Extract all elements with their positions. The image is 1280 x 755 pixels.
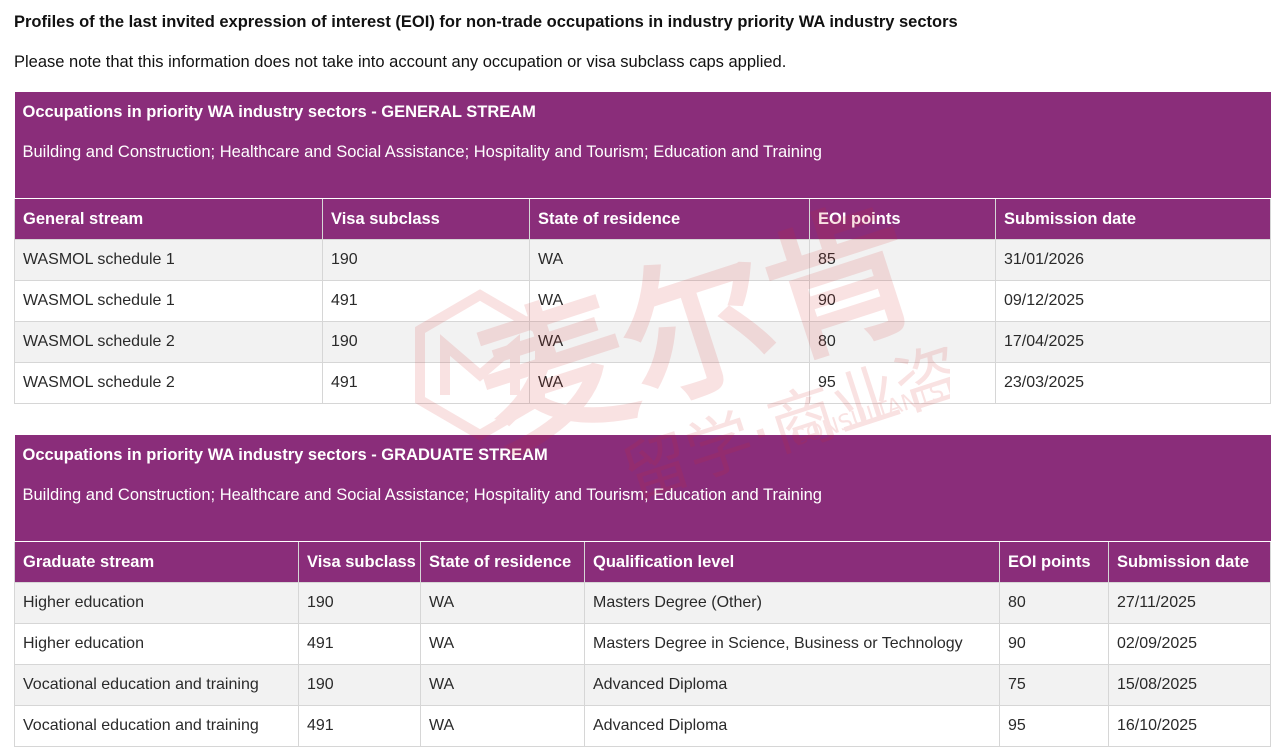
table-cell: 491 (298, 705, 421, 747)
table-cell: WA (529, 239, 810, 281)
table-cell: WA (529, 362, 810, 404)
table-cell: 190 (322, 239, 530, 281)
table-cell: Masters Degree (Other) (584, 582, 1000, 624)
column-header: EOI points (999, 541, 1109, 583)
table-cell: 491 (298, 623, 421, 665)
table-cell: 02/09/2025 (1107, 623, 1272, 665)
table-cell: WASMOL schedule 1 (14, 239, 323, 281)
table-cell: 190 (298, 664, 421, 706)
table-cell: WASMOL schedule 2 (14, 321, 323, 363)
column-header: State of residence (529, 198, 810, 240)
table-cell: 190 (298, 582, 421, 624)
column-header: Visa subclass (322, 198, 530, 240)
column-header: Visa subclass (298, 541, 421, 583)
table-cell: 95 (809, 362, 996, 404)
table-cell: WA (420, 705, 585, 747)
table-cell: 31/01/2026 (994, 239, 1272, 281)
table-cell: 09/12/2025 (994, 280, 1272, 322)
table-cell: 491 (322, 362, 530, 404)
table-row: Vocational education and training 190 WA… (14, 664, 1272, 706)
table-row: Higher education 491 WA Masters Degree i… (14, 623, 1272, 665)
column-header: EOI points (809, 198, 996, 240)
table-row: WASMOL schedule 2 190 WA 80 17/04/2025 (14, 321, 1272, 363)
table-row: Vocational education and training 491 WA… (14, 705, 1272, 747)
table-cell: Advanced Diploma (584, 705, 1000, 747)
table-cell: 90 (809, 280, 996, 322)
banner-title: Occupations in priority WA industry sect… (22, 103, 536, 121)
table-cell: 85 (809, 239, 996, 281)
table-cell: 27/11/2025 (1107, 582, 1272, 624)
table-cell: 491 (322, 280, 530, 322)
column-header: General stream (14, 198, 323, 240)
table-cell: WASMOL schedule 2 (14, 362, 323, 404)
table-cell: 95 (999, 705, 1109, 747)
column-header: Graduate stream (14, 541, 299, 583)
table-cell: Vocational education and training (14, 664, 299, 706)
table-cell: Vocational education and training (14, 705, 299, 747)
table-cell: WA (420, 582, 585, 624)
table-cell: WASMOL schedule 1 (14, 280, 323, 322)
page-title: Profiles of the last invited expression … (14, 13, 958, 31)
table-cell: 75 (999, 664, 1109, 706)
table-cell: WA (529, 321, 810, 363)
table-cell: WA (420, 623, 585, 665)
table-banner: Occupations in priority WA industry sect… (14, 92, 1271, 199)
table-row: WASMOL schedule 1 190 WA 85 31/01/2026 (14, 239, 1272, 281)
column-header: State of residence (420, 541, 585, 583)
table-header-row: Graduate stream Visa subclass State of r… (14, 541, 1272, 583)
table-header-row: General stream Visa subclass State of re… (14, 198, 1272, 240)
banner-subtitle: Building and Construction; Healthcare an… (22, 143, 823, 161)
banner-subtitle: Building and Construction; Healthcare an… (22, 486, 823, 504)
table-row: Higher education 190 WA Masters Degree (… (14, 582, 1272, 624)
table-cell: 190 (322, 321, 530, 363)
table-cell: Higher education (14, 623, 299, 665)
table-banner: Occupations in priority WA industry sect… (14, 435, 1271, 542)
table-cell: Higher education (14, 582, 299, 624)
table-cell: 80 (999, 582, 1109, 624)
column-header: Qualification level (584, 541, 1000, 583)
table-cell: Advanced Diploma (584, 664, 1000, 706)
table-cell: 80 (809, 321, 996, 363)
graduate-stream-table: Occupations in priority WA industry sect… (14, 435, 1272, 747)
table-cell: 23/03/2025 (994, 362, 1272, 404)
table-cell: WA (529, 280, 810, 322)
table-cell: 16/10/2025 (1107, 705, 1272, 747)
column-header: Submission date (994, 198, 1272, 240)
banner-title: Occupations in priority WA industry sect… (22, 446, 548, 464)
table-cell: 17/04/2025 (994, 321, 1272, 363)
table-row: WASMOL schedule 1 491 WA 90 09/12/2025 (14, 280, 1272, 322)
column-header: Submission date (1107, 541, 1272, 583)
table-cell: 15/08/2025 (1107, 664, 1272, 706)
table-cell: Masters Degree in Science, Business or T… (584, 623, 1000, 665)
general-stream-table: Occupations in priority WA industry sect… (14, 92, 1272, 404)
page-note: Please note that this information does n… (14, 53, 787, 71)
table-cell: WA (420, 664, 585, 706)
table-row: WASMOL schedule 2 491 WA 95 23/03/2025 (14, 362, 1272, 404)
table-cell: 90 (999, 623, 1109, 665)
